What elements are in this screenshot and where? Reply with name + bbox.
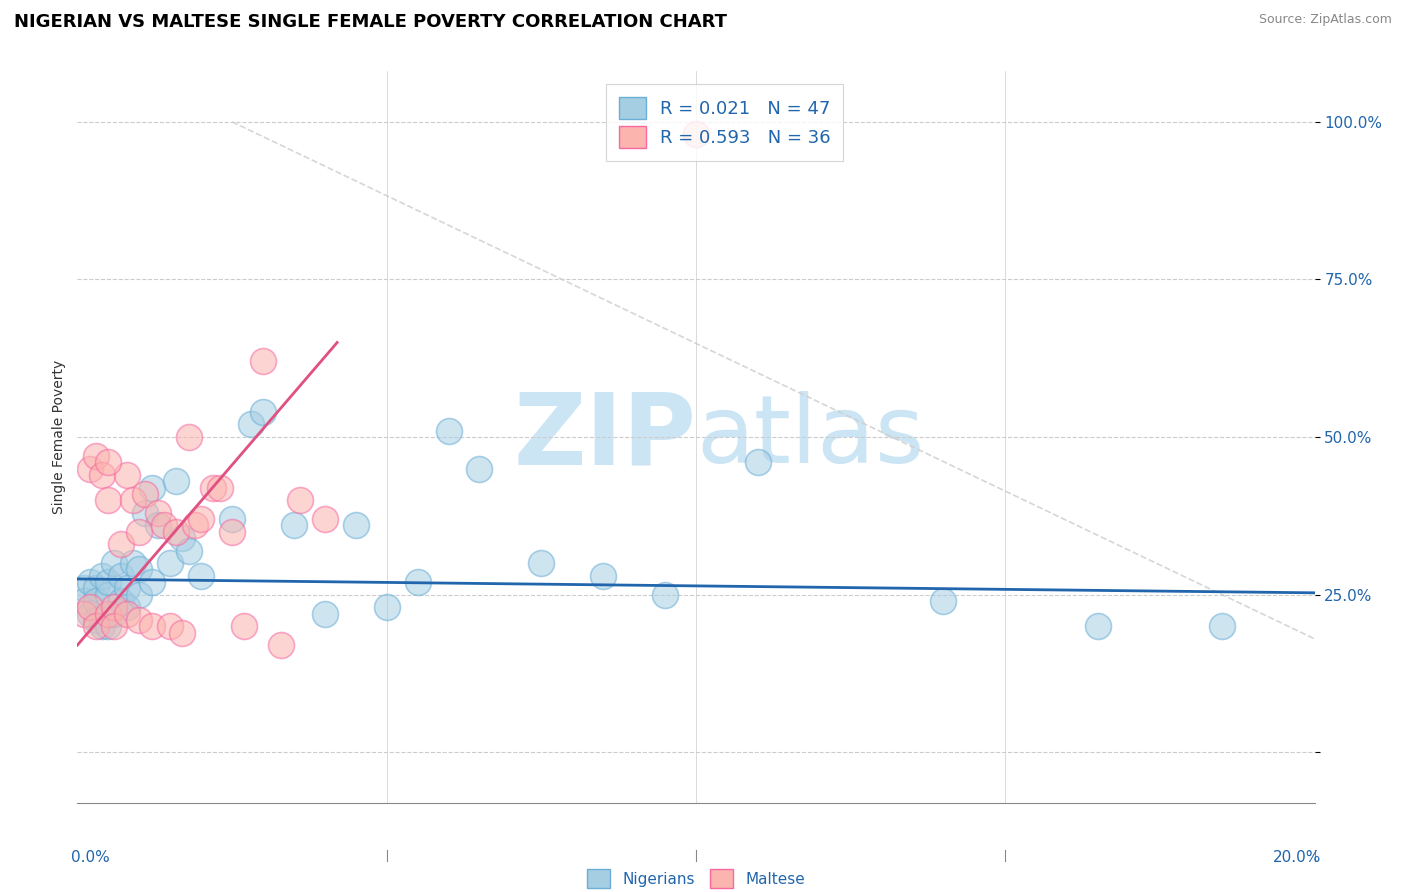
Point [165,474,187,488]
Point [932,594,955,608]
Point [437,424,460,438]
Point [122,493,145,508]
Point [103,600,125,615]
Text: Source: ZipAtlas.com: Source: ZipAtlas.com [1258,13,1392,27]
Point [252,405,274,419]
Point [141,575,163,590]
Point [288,493,311,508]
Point [84,619,107,633]
Point [79,607,101,621]
Legend: Nigerians, Maltese: Nigerians, Maltese [579,862,813,892]
Point [184,518,207,533]
Point [110,569,132,583]
Point [1087,619,1109,633]
Point [91,467,114,482]
Point [103,556,125,570]
Point [592,569,614,583]
Point [190,512,212,526]
Point [79,600,101,615]
Point [72,607,94,621]
Point [202,481,225,495]
Point [134,487,156,501]
Point [79,461,101,475]
Text: 20.0%: 20.0% [1272,850,1320,865]
Point [97,455,120,469]
Point [314,512,336,526]
Point [654,588,676,602]
Point [128,524,150,539]
Point [84,594,107,608]
Point [283,518,305,533]
Point [97,493,120,508]
Point [72,582,94,596]
Point [128,562,150,576]
Point [146,506,169,520]
Point [103,619,125,633]
Point [97,588,120,602]
Point [115,600,138,615]
Point [344,518,367,533]
Point [141,481,163,495]
Text: NIGERIAN VS MALTESE SINGLE FEMALE POVERTY CORRELATION CHART: NIGERIAN VS MALTESE SINGLE FEMALE POVERT… [14,13,727,31]
Point [97,607,120,621]
Point [103,607,125,621]
Point [153,518,176,533]
Point [177,430,200,444]
Point [141,619,163,633]
Point [172,625,194,640]
Point [208,481,231,495]
Point [115,607,138,621]
Point [84,582,107,596]
Point [239,417,262,432]
Point [146,518,169,533]
Point [84,613,107,627]
Point [97,575,120,590]
Point [221,512,243,526]
Point [221,524,243,539]
Point [91,619,114,633]
Point [172,531,194,545]
Point [177,543,200,558]
Point [110,537,132,551]
Point [128,588,150,602]
Point [252,354,274,368]
Point [159,619,181,633]
Point [233,619,256,633]
Text: ZIP: ZIP [513,389,696,485]
Point [72,594,94,608]
Text: atlas: atlas [696,391,924,483]
Point [685,128,707,142]
Point [110,594,132,608]
Point [190,569,212,583]
Point [406,575,429,590]
Point [314,607,336,621]
Point [91,569,114,583]
Point [84,449,107,463]
Point [159,556,181,570]
Point [270,638,292,652]
Point [747,455,769,469]
Point [1211,619,1233,633]
Point [79,575,101,590]
Point [134,506,156,520]
Point [128,613,150,627]
Point [530,556,553,570]
Point [115,467,138,482]
Point [122,556,145,570]
Y-axis label: Single Female Poverty: Single Female Poverty [52,360,66,514]
Point [165,524,187,539]
Text: 0.0%: 0.0% [72,850,110,865]
Point [97,619,120,633]
Point [115,582,138,596]
Point [468,461,491,475]
Point [375,600,398,615]
